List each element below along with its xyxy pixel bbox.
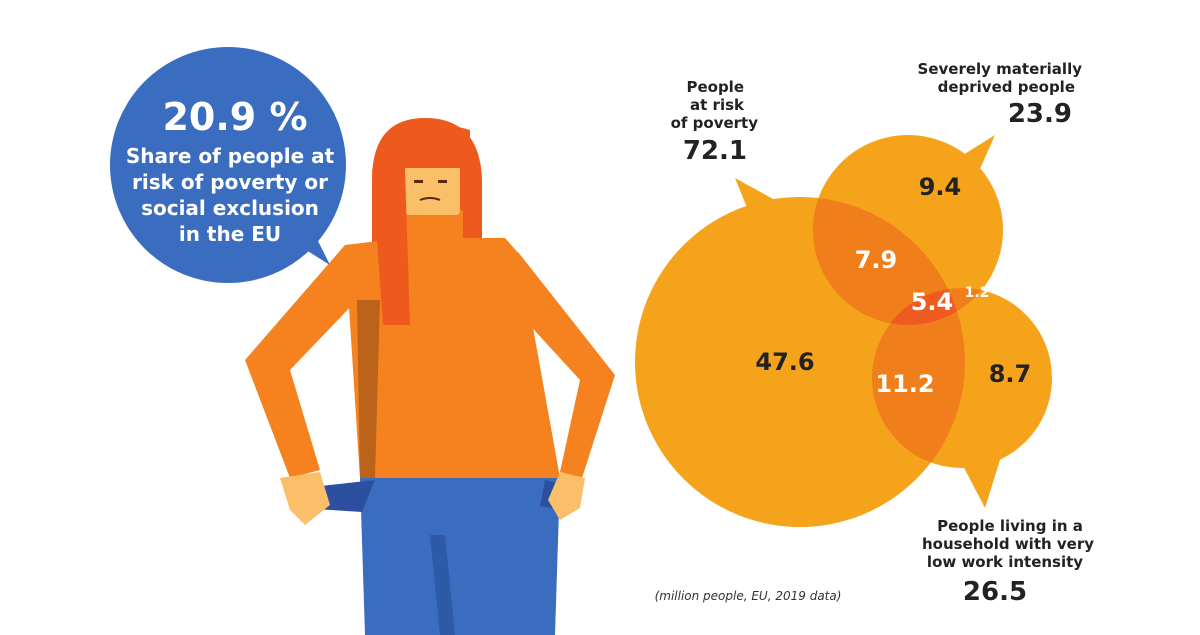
value-poverty-deprived: 7.9 bbox=[855, 246, 898, 274]
venn-tail-work bbox=[960, 460, 1000, 508]
label-work-line-1: People living in a bbox=[937, 517, 1083, 535]
turtleneck bbox=[405, 210, 463, 245]
bubble-headline: 20.9 % bbox=[162, 95, 307, 139]
label-deprived-line-1: Severely materially bbox=[918, 60, 1083, 78]
eye-left bbox=[414, 180, 423, 183]
value-poverty-only: 47.6 bbox=[755, 348, 814, 376]
eye-right bbox=[438, 180, 447, 183]
value-all-three: 5.4 bbox=[911, 288, 954, 316]
value-deprived-only: 9.4 bbox=[919, 173, 962, 201]
total-deprived: 23.9 bbox=[1008, 99, 1072, 129]
value-deprived-work: 1.2 bbox=[965, 285, 990, 301]
data-source-note: (million people, EU, 2019 data) bbox=[655, 589, 842, 603]
hair-fringe bbox=[395, 124, 470, 168]
label-poverty-line-3: of poverty bbox=[671, 114, 759, 132]
venn-overlap-poverty-work bbox=[872, 288, 965, 468]
total-poverty: 72.1 bbox=[683, 136, 747, 166]
jeans bbox=[360, 478, 560, 635]
venn-diagram: 47.6 9.4 8.7 7.9 11.2 1.2 5.4 People at … bbox=[635, 60, 1094, 607]
arm-right bbox=[518, 252, 615, 478]
total-work: 26.5 bbox=[963, 577, 1027, 607]
hand-right bbox=[548, 472, 585, 520]
label-poverty-line-1: People bbox=[686, 78, 744, 96]
face bbox=[405, 155, 460, 215]
value-poverty-work: 11.2 bbox=[875, 370, 934, 398]
bubble-line-4: in the EU bbox=[179, 222, 281, 246]
jeans-leg-split bbox=[430, 535, 455, 635]
label-deprived-line-2: deprived people bbox=[938, 78, 1075, 96]
speech-bubble-circle bbox=[110, 47, 346, 283]
arm-left bbox=[245, 245, 357, 478]
person-illustration bbox=[245, 118, 615, 635]
value-work-only: 8.7 bbox=[989, 360, 1032, 388]
hair-side bbox=[372, 170, 410, 325]
label-work-line-2: household with very bbox=[922, 535, 1094, 553]
bubble-line-1: Share of people at bbox=[126, 144, 335, 168]
speech-bubble: 20.9 % Share of people at risk of povert… bbox=[110, 47, 346, 283]
sweater-shadow bbox=[357, 300, 380, 478]
label-work-line-3: low work intensity bbox=[927, 553, 1083, 571]
bubble-line-2: risk of poverty or bbox=[132, 170, 328, 194]
mouth bbox=[419, 197, 441, 201]
hand-left bbox=[280, 472, 330, 525]
label-poverty-line-2: at risk bbox=[690, 96, 745, 114]
bubble-line-3: social exclusion bbox=[141, 196, 319, 220]
